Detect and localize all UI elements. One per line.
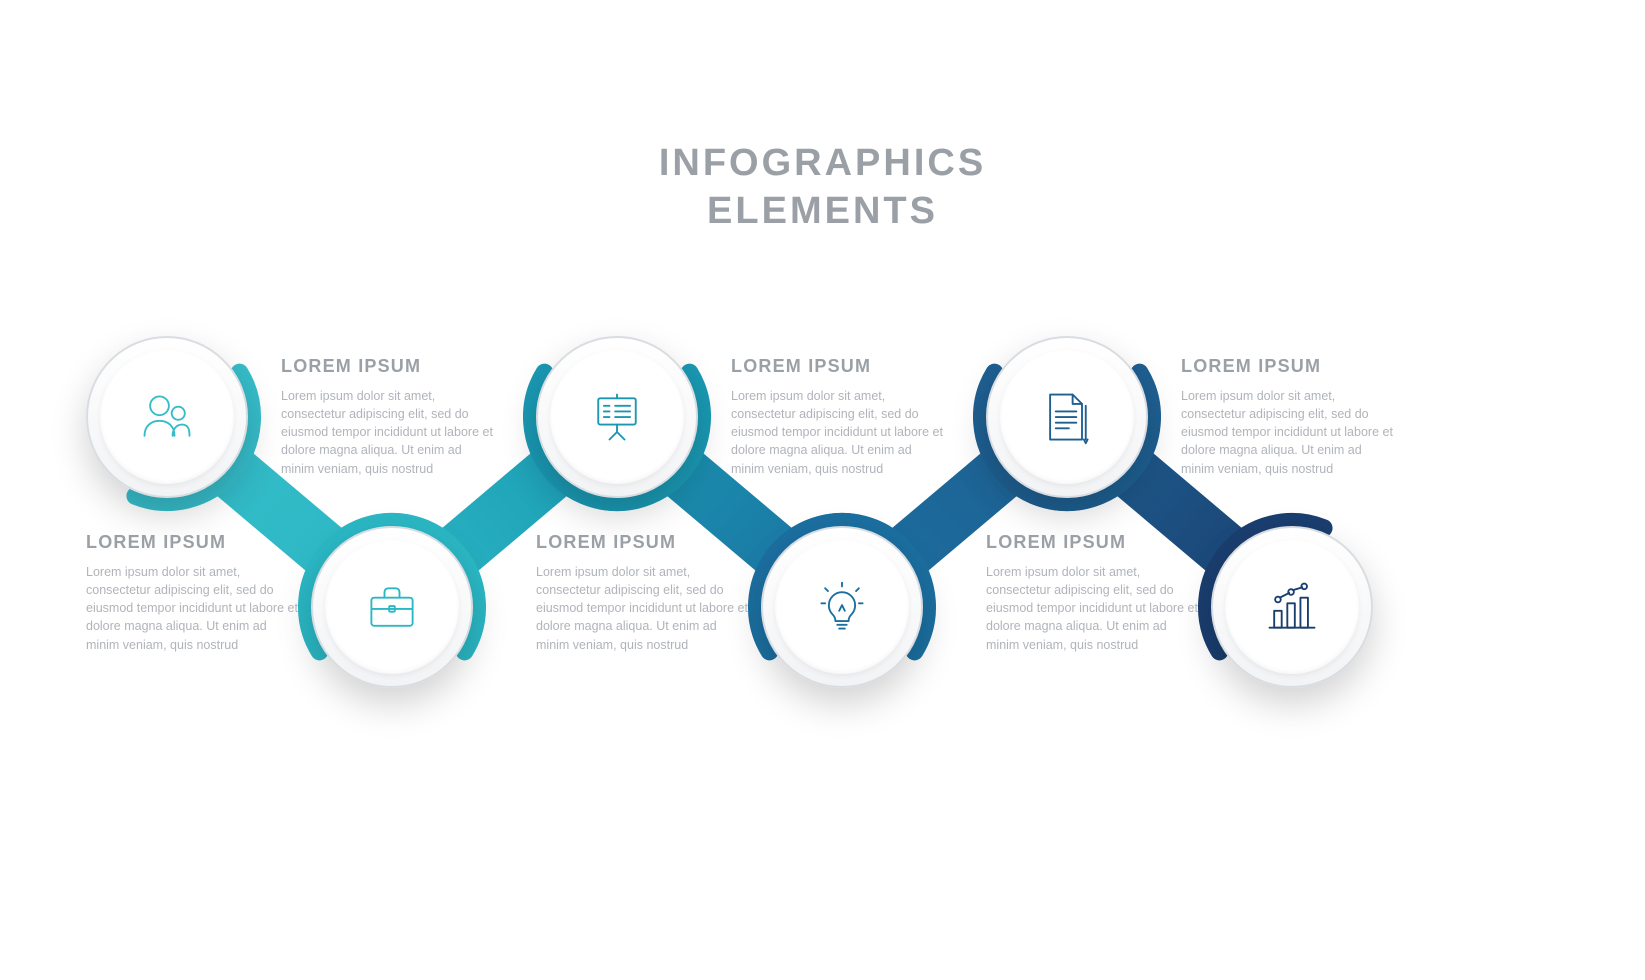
step-body: Lorem ipsum dolor sit amet, consectetur … xyxy=(731,387,946,478)
step-node-2 xyxy=(311,526,473,688)
step-text-3: LOREM IPSUM Lorem ipsum dolor sit amet, c… xyxy=(731,356,946,478)
title-line-2: ELEMENTS xyxy=(0,188,1645,236)
step-text-5: LOREM IPSUM Lorem ipsum dolor sit amet, c… xyxy=(1181,356,1396,478)
step-heading: LOREM IPSUM xyxy=(731,356,946,377)
step-text-1: LOREM IPSUM Lorem ipsum dolor sit amet, c… xyxy=(281,356,496,478)
step-node-6 xyxy=(1211,526,1373,688)
infographic-stage: LOREM IPSUM Lorem ipsum dolor sit amet, c… xyxy=(0,300,1645,780)
step-text-4: LOREM IPSUM Lorem ipsum dolor sit amet, c… xyxy=(536,532,751,654)
step-heading: LOREM IPSUM xyxy=(986,532,1201,553)
step-heading: LOREM IPSUM xyxy=(1181,356,1396,377)
step-text-2: LOREM IPSUM Lorem ipsum dolor sit amet, c… xyxy=(86,532,301,654)
step-body: Lorem ipsum dolor sit amet, consectetur … xyxy=(86,563,301,654)
step-node-1 xyxy=(86,336,248,498)
document-icon xyxy=(1000,350,1134,484)
step-body: Lorem ipsum dolor sit amet, consectetur … xyxy=(536,563,751,654)
step-body: Lorem ipsum dolor sit amet, consectetur … xyxy=(1181,387,1396,478)
presentation-icon xyxy=(550,350,684,484)
main-title: INFOGRAPHICS ELEMENTS xyxy=(0,140,1645,235)
step-body: Lorem ipsum dolor sit amet, consectetur … xyxy=(986,563,1201,654)
step-node-3 xyxy=(536,336,698,498)
analytics-icon xyxy=(1225,540,1359,674)
step-heading: LOREM IPSUM xyxy=(281,356,496,377)
step-node-4 xyxy=(761,526,923,688)
step-node-5 xyxy=(986,336,1148,498)
step-heading: LOREM IPSUM xyxy=(86,532,301,553)
lightbulb-icon xyxy=(775,540,909,674)
step-text-6: LOREM IPSUM Lorem ipsum dolor sit amet, c… xyxy=(986,532,1201,654)
step-heading: LOREM IPSUM xyxy=(536,532,751,553)
people-icon xyxy=(100,350,234,484)
briefcase-icon xyxy=(325,540,459,674)
title-line-1: INFOGRAPHICS xyxy=(0,140,1645,188)
step-body: Lorem ipsum dolor sit amet, consectetur … xyxy=(281,387,496,478)
